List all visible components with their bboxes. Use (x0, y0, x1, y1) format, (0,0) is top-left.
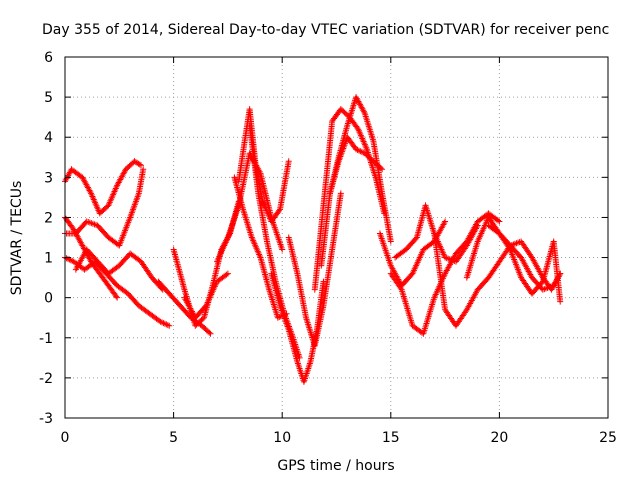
data-point-marker (138, 162, 145, 169)
data-point-marker (320, 278, 327, 285)
data-point-marker (496, 218, 503, 225)
chart-title: Day 355 of 2014, Sidereal Day-to-day VTE… (42, 22, 609, 38)
y-tick-label: 2 (44, 210, 53, 226)
data-markers (62, 94, 564, 385)
x-tick-label: 0 (61, 430, 70, 446)
data-point-marker (355, 147, 362, 154)
y-tick-label: 0 (44, 291, 53, 307)
axis-ticks: 0 5 10 15 20 25 -3 -2 -1 0 1 2 3 4 5 6 (39, 50, 617, 446)
data-point-marker (377, 165, 384, 172)
data-point-marker (136, 161, 143, 168)
data-point-marker (474, 222, 481, 229)
data-point-marker (557, 270, 564, 277)
data-point-marker (358, 148, 365, 155)
data-point-marker (285, 158, 292, 165)
data-point-marker (495, 217, 502, 224)
data-point-marker (64, 255, 71, 262)
data-point-marker (354, 146, 361, 153)
data-point-marker (160, 320, 167, 327)
data-point-marker (279, 246, 286, 253)
x-tick-label: 15 (382, 430, 400, 446)
x-tick-label: 25 (599, 430, 617, 446)
data-point-marker (164, 322, 171, 329)
grid-lines (65, 57, 608, 418)
y-tick-label: 3 (44, 170, 53, 186)
data-point-marker (360, 108, 367, 115)
data-point-marker (140, 166, 147, 173)
data-point-marker (161, 320, 168, 327)
y-tick-label: -2 (39, 371, 53, 387)
data-point-marker (379, 166, 386, 173)
data-point-marker (462, 243, 469, 250)
data-point-marker (207, 330, 214, 337)
y-tick-label: 1 (44, 251, 53, 267)
data-point-marker (556, 272, 563, 279)
plot-frame (64, 56, 609, 419)
data-point-marker (157, 318, 164, 325)
data-point-marker (67, 257, 74, 264)
data-point-marker (276, 207, 283, 214)
data-point-marker (224, 270, 231, 277)
data-point-marker (527, 253, 534, 260)
data-point-marker (114, 294, 121, 301)
x-tick-label: 20 (490, 430, 508, 446)
data-point-marker (159, 319, 166, 326)
data-point-marker (357, 148, 364, 155)
data-point-marker (163, 321, 170, 328)
data-point-marker (274, 314, 281, 321)
y-tick-label: -3 (39, 411, 53, 427)
y-axis-label: SDTVAR / TECUs (9, 181, 25, 296)
data-point-marker (223, 271, 230, 278)
y-tick-label: 5 (44, 90, 53, 106)
x-tick-label: 5 (169, 430, 178, 446)
x-axis-label: GPS time / hours (277, 458, 394, 474)
data-point-marker (557, 298, 564, 305)
data-point-marker (337, 190, 344, 197)
data-point-marker (166, 322, 173, 329)
data-point-marker (462, 308, 469, 315)
data-point-marker (113, 293, 120, 300)
data-point-marker (397, 285, 404, 292)
y-tick-label: 6 (44, 50, 53, 66)
data-point-marker (87, 188, 94, 195)
data-point-marker (63, 255, 70, 262)
data-point-marker (353, 146, 360, 153)
y-tick-label: 4 (44, 130, 53, 146)
data-point-marker (206, 329, 213, 336)
x-tick-label: 10 (273, 430, 291, 446)
y-tick-label: -1 (39, 331, 53, 347)
data-point-marker (442, 218, 449, 225)
data-point-marker (387, 238, 394, 245)
